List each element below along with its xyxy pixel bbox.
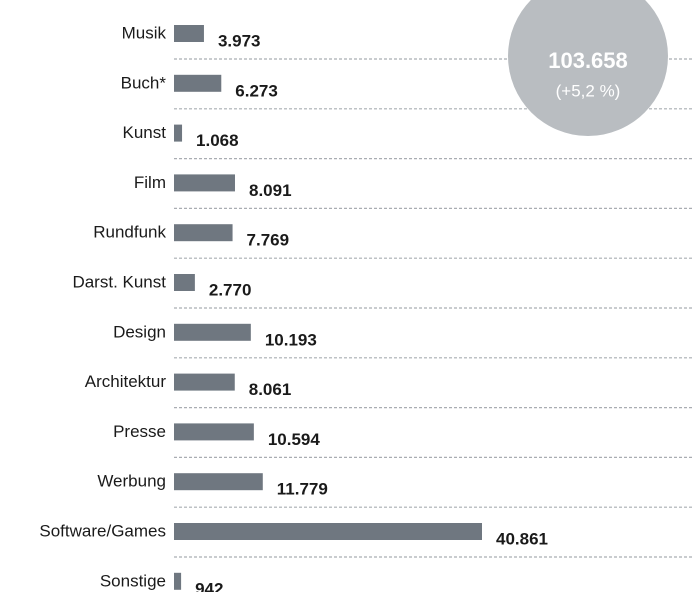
bar [174,74,222,92]
total-badge [508,0,668,136]
category-label: Design [113,322,166,341]
bar [174,423,254,441]
category-label: Film [134,173,166,192]
category-label: Sonstige [100,571,166,590]
value-label: 8.091 [249,181,292,200]
category-label: Architektur [85,372,167,391]
value-label: 11.779 [277,480,328,499]
value-label: 10.594 [268,430,321,449]
category-label: Darst. Kunst [72,272,166,291]
value-label: 3.973 [218,31,261,50]
value-label: 1.068 [196,131,239,150]
value-label: 7.769 [247,231,290,250]
value-label: 6.273 [235,81,278,100]
bar [174,224,233,242]
bar [174,124,183,142]
total-value: 103.658 [548,48,628,73]
category-label: Buch* [121,73,167,92]
category-label: Werbung [97,472,166,491]
category-label: Presse [113,422,166,441]
category-label: Rundfunk [93,223,166,242]
bar [174,274,195,291]
value-label: 8.061 [249,380,292,399]
bar [174,473,263,491]
total-change: (+5,2 %) [556,81,621,100]
value-label: 40.861 [496,529,548,548]
bar [174,25,204,42]
category-label: Kunst [123,123,167,142]
bar [174,523,482,540]
category-label: Software/Games [39,521,166,540]
value-label: 942 [195,579,223,592]
value-label: 10.193 [265,330,317,349]
value-label: 2.770 [209,280,252,299]
category-label: Musik [122,23,167,42]
bar [174,174,235,192]
bar [174,323,251,341]
bar [174,373,235,391]
bar [174,572,182,590]
